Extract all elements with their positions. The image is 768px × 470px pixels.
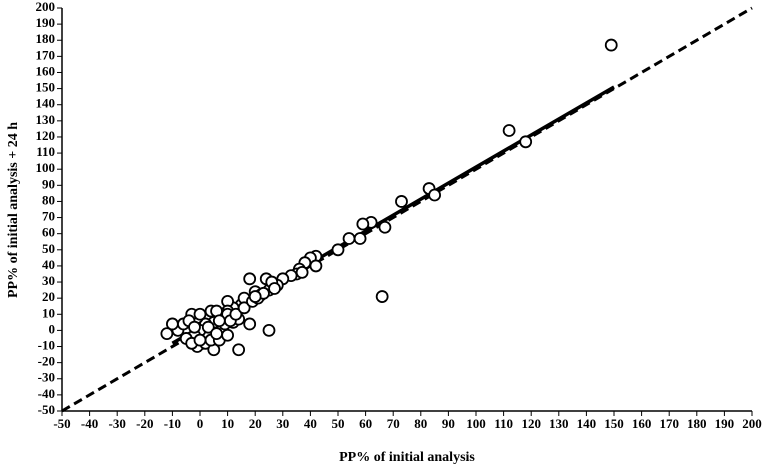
point	[243, 272, 257, 286]
point	[232, 343, 246, 357]
y-tick-label: 190	[36, 15, 56, 30]
x-tick-label: 160	[632, 416, 652, 431]
x-tick-label: -10	[164, 416, 181, 431]
point	[395, 195, 408, 208]
x-tick-label: 100	[466, 416, 486, 431]
point	[248, 290, 262, 303]
x-tick-label: -40	[81, 416, 98, 431]
point	[428, 188, 442, 202]
x-axis-title: PP% of initial analysis	[339, 450, 475, 465]
point	[188, 320, 201, 334]
x-tick-label: 20	[249, 416, 262, 431]
point	[160, 327, 174, 341]
point	[353, 232, 367, 245]
point	[309, 259, 323, 273]
x-tick-label: 80	[414, 416, 427, 431]
y-tick-label: -40	[38, 386, 55, 401]
y-tick-label: 80	[42, 192, 55, 207]
identity-line	[61, 6, 753, 413]
y-tick-label: 30	[42, 273, 55, 288]
x-tick-label: 140	[577, 416, 597, 431]
x-tick-label: 0	[197, 416, 204, 431]
y-axis-title: PP% of initial analysis + 24 h	[6, 122, 21, 298]
y-tick-label: 150	[36, 80, 56, 95]
x-tick-label: 10	[221, 416, 234, 431]
y-tick-label: 70	[42, 209, 55, 224]
x-tick-label: 110	[494, 416, 513, 431]
x-tick-label: 120	[521, 416, 541, 431]
point	[193, 333, 207, 347]
x-tick-label: 60	[359, 416, 372, 431]
y-tick-label: 90	[42, 176, 55, 191]
x-tick-label: 40	[304, 416, 317, 431]
y-tick-label: 130	[36, 112, 56, 127]
point	[356, 217, 370, 231]
x-tick-label: 180	[687, 416, 707, 431]
point	[237, 301, 251, 315]
point	[193, 307, 207, 321]
x-tick-label: -30	[109, 416, 126, 431]
point	[295, 265, 309, 279]
y-tick-label: 10	[42, 305, 55, 320]
point	[243, 317, 257, 331]
point	[331, 243, 345, 257]
point	[378, 220, 392, 234]
point	[519, 135, 533, 149]
point	[201, 320, 215, 334]
point	[268, 282, 281, 295]
y-tick-label: -20	[38, 354, 55, 369]
point	[221, 328, 235, 342]
point	[262, 323, 276, 337]
y-tick-label: 100	[36, 160, 56, 175]
point	[604, 38, 618, 52]
x-tick-label: 30	[276, 416, 289, 431]
x-tick-label: 190	[715, 416, 735, 431]
x-tick-label: 70	[387, 416, 400, 431]
y-tick-label: 140	[36, 96, 56, 111]
y-tick-label: 180	[36, 31, 56, 46]
y-tick-label: 40	[42, 257, 55, 272]
point	[212, 314, 226, 328]
y-tick-label: 170	[36, 47, 56, 62]
point	[342, 232, 356, 245]
point	[375, 290, 389, 303]
y-tick-label: 120	[36, 128, 56, 143]
y-tick-label: 200	[36, 0, 56, 14]
x-tick-label: 150	[604, 416, 624, 431]
x-tick-label: 130	[549, 416, 569, 431]
y-tick-label: 160	[36, 63, 56, 78]
y-tick-label: 110	[36, 144, 55, 159]
x-tick-label: 50	[332, 416, 345, 431]
y-tick-label: 20	[42, 289, 55, 304]
y-tick-label: 0	[49, 321, 56, 336]
point	[210, 327, 223, 341]
x-tick-label: -50	[53, 416, 70, 431]
x-tick-label: 90	[442, 416, 455, 431]
y-tick-label: 60	[42, 225, 55, 240]
x-tick-label: 200	[742, 416, 762, 431]
x-tick-label: 170	[659, 416, 679, 431]
y-tick-label: 50	[42, 241, 55, 256]
point	[229, 307, 243, 321]
y-tick-label: -30	[38, 370, 55, 385]
y-tick-label: -50	[38, 402, 55, 417]
point	[502, 124, 516, 137]
x-tick-label: -20	[136, 416, 153, 431]
y-tick-label: -10	[38, 338, 55, 353]
